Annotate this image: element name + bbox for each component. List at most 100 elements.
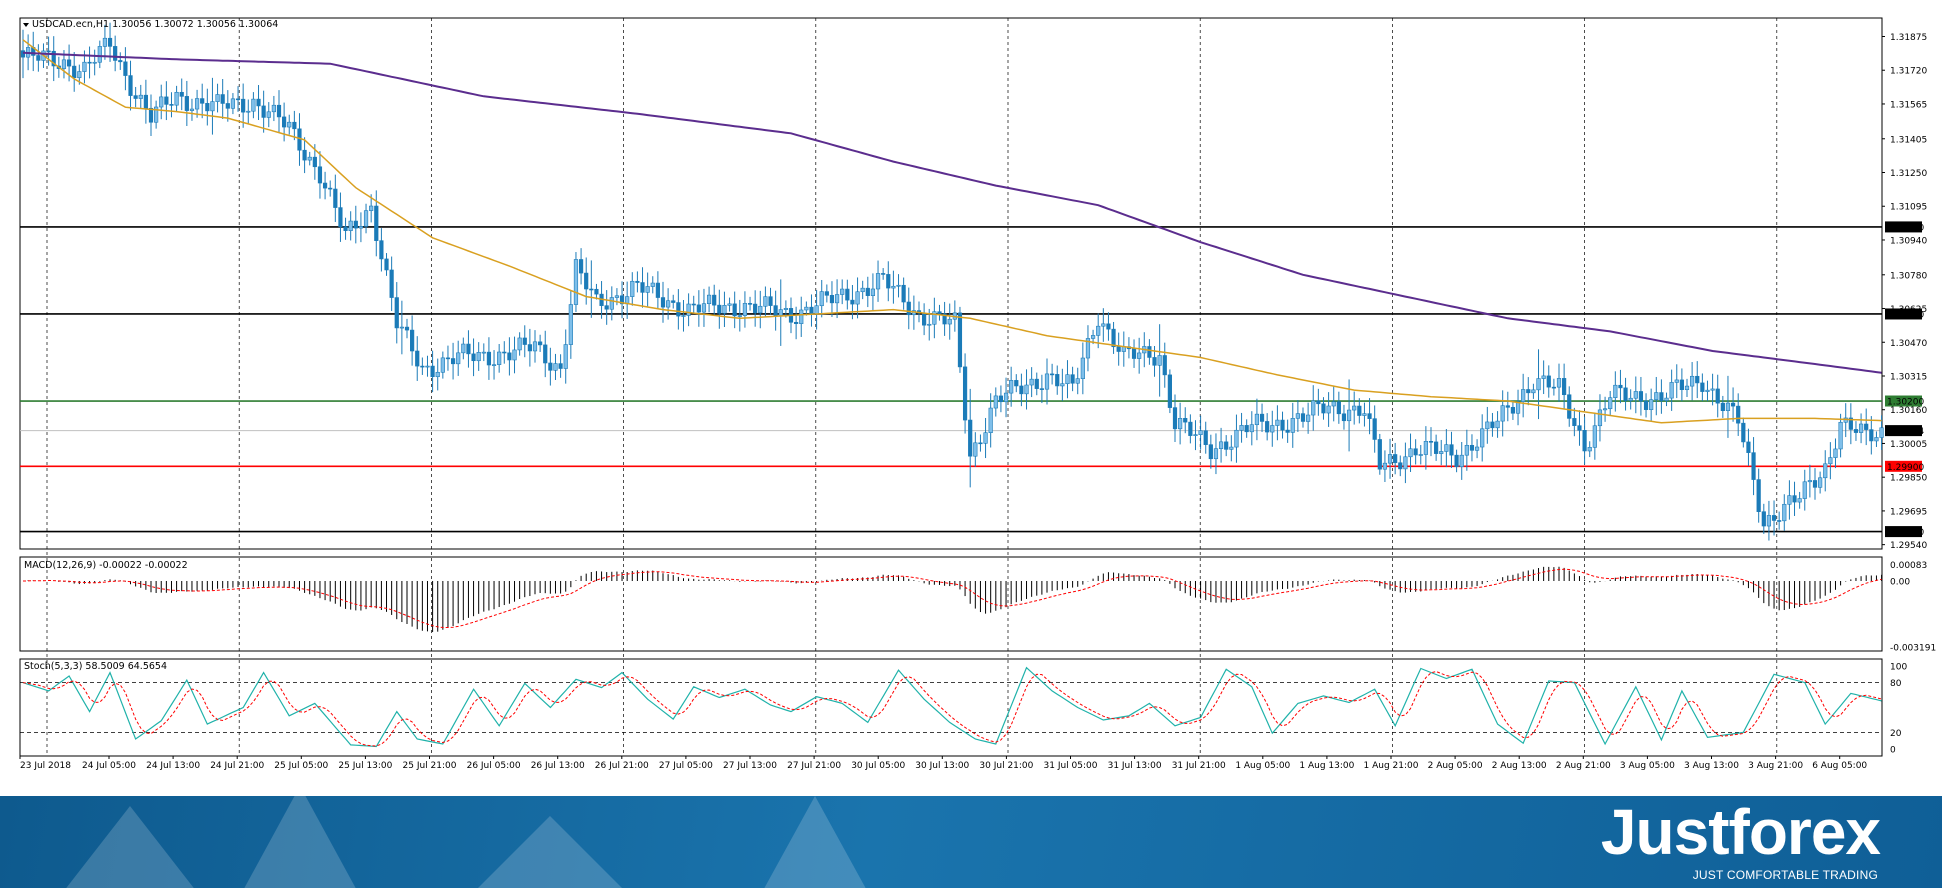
- candle-body: [666, 300, 671, 308]
- time-axis-label: 2 Aug 13:00: [1492, 761, 1547, 771]
- candle-body: [1649, 399, 1654, 410]
- candle-body: [435, 371, 440, 378]
- candle-body: [194, 98, 200, 110]
- candle-body: [1341, 413, 1347, 422]
- candle-body: [1812, 480, 1818, 488]
- candle-body: [1797, 498, 1802, 503]
- candle-body: [1208, 444, 1213, 460]
- price-axis-label: 1.30780: [1890, 271, 1927, 281]
- candle-body: [1505, 405, 1510, 408]
- candle-body: [215, 94, 220, 102]
- candle-body: [1766, 515, 1772, 527]
- candle-body: [901, 284, 906, 303]
- level-price-label: 1.31000: [1887, 223, 1924, 233]
- time-axis-label: 31 Jul 13:00: [1108, 761, 1162, 771]
- candle-body: [763, 296, 768, 307]
- candle-body: [1244, 425, 1249, 433]
- candle-body: [502, 351, 507, 354]
- candle-body: [1116, 346, 1121, 352]
- candle-body: [82, 61, 87, 72]
- candle-body: [322, 182, 328, 189]
- candle-body: [1515, 401, 1521, 414]
- candle-body: [1357, 405, 1362, 416]
- candle-body: [205, 103, 210, 112]
- price-panel-frame: [19, 17, 1883, 550]
- candle-body: [998, 395, 1004, 403]
- candle-body: [1101, 323, 1106, 327]
- candle-body: [1807, 480, 1812, 483]
- candle-body: [1838, 421, 1843, 450]
- candle-body: [717, 304, 722, 314]
- candle-body: [1556, 378, 1562, 388]
- candle-body: [650, 282, 655, 287]
- candle-body: [497, 351, 502, 365]
- candle-body: [1024, 384, 1029, 395]
- candle-body: [1638, 391, 1644, 402]
- moving-average-slow: [22, 51, 1882, 374]
- candle-body: [983, 432, 988, 444]
- stoch-title: Stoch(5,3,3) 58.5009 64.5654: [24, 661, 167, 672]
- candle-body: [1551, 386, 1556, 389]
- candle-body: [384, 258, 389, 271]
- candle-body: [410, 329, 415, 352]
- price-axis-label: 1.30160: [1890, 406, 1927, 416]
- candle-body: [927, 323, 932, 326]
- candle-body: [727, 303, 732, 306]
- time-axis-label: 27 Jul 13:00: [723, 761, 777, 771]
- candle-body: [737, 315, 742, 317]
- candle-body: [1756, 479, 1761, 512]
- candle-body: [978, 442, 983, 445]
- candle-body: [97, 46, 102, 63]
- candle-body: [1853, 429, 1859, 433]
- candle-body: [522, 337, 527, 345]
- candle-body: [1874, 437, 1879, 442]
- candle-body: [1346, 409, 1352, 422]
- candle-body: [1080, 357, 1085, 379]
- candle-body: [1782, 503, 1787, 522]
- candle-body: [1393, 454, 1398, 464]
- candle-body: [1777, 520, 1782, 522]
- level-price-tag: [1885, 526, 1922, 538]
- candle-body: [328, 187, 333, 190]
- level-price-tag: [1885, 425, 1922, 437]
- candle-body: [1526, 389, 1531, 394]
- candle-body: [1464, 444, 1469, 456]
- candle-body: [66, 59, 72, 67]
- candle-body: [466, 343, 471, 355]
- candle-body: [379, 240, 384, 260]
- candle-body: [389, 269, 394, 298]
- time-axis-label: 31 Jul 05:00: [1044, 761, 1098, 771]
- candle-body: [266, 111, 271, 118]
- candle-body: [1469, 444, 1475, 451]
- candle-body: [1659, 392, 1664, 401]
- stoch-axis-label: 100: [1890, 663, 1907, 673]
- time-axis-label: 30 Jul 05:00: [851, 761, 905, 771]
- candle-body: [701, 303, 707, 313]
- justforex-logo: Justforex: [1600, 796, 1881, 868]
- candle-body: [860, 287, 865, 293]
- candle-body: [1751, 452, 1756, 480]
- candle-body: [1316, 400, 1321, 405]
- candle-body: [1218, 441, 1224, 450]
- candle-body: [614, 295, 620, 298]
- candle-body: [1249, 424, 1254, 433]
- candle-body: [1474, 446, 1480, 451]
- macd-axis-label: 0.00: [1890, 578, 1910, 588]
- candle-body: [1029, 378, 1034, 386]
- candle-body: [1009, 380, 1014, 394]
- price-axis-label: 1.29540: [1890, 541, 1927, 551]
- candle-body: [619, 295, 625, 305]
- candle-body: [1725, 402, 1731, 411]
- candle-body: [1741, 422, 1746, 443]
- candle-body: [712, 294, 717, 306]
- candle-body: [179, 91, 184, 97]
- brand-tagline: JUST COMFORTABLE TRADING: [1692, 868, 1878, 882]
- trading-chart: 1.31000 1.30600 1.30200 1.30064 1.29900 1.296…: [19, 17, 1936, 771]
- candle-body: [450, 358, 456, 365]
- candle-body: [932, 311, 937, 325]
- candle-body: [1562, 378, 1567, 396]
- candle-body: [476, 352, 481, 362]
- dropdown-triangle-icon: [23, 23, 29, 27]
- candle-body: [333, 188, 338, 208]
- candle-body: [1070, 374, 1075, 384]
